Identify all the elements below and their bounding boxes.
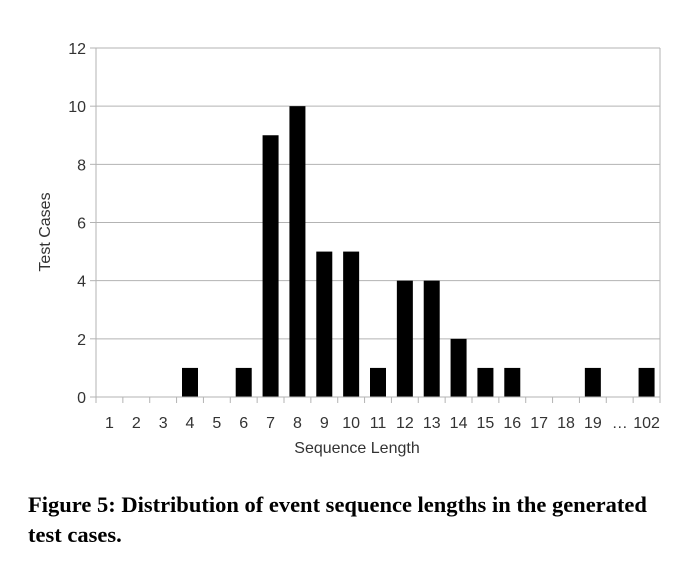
y-tick-label: 8 [77,157,86,174]
axes [95,48,661,403]
bar [396,280,413,397]
x-tick-label: 13 [423,415,441,432]
x-tick-label: 1 [105,415,114,432]
bar [584,367,601,397]
x-tick-label: 17 [530,415,548,432]
bar [504,367,521,397]
x-tick-label: 7 [266,415,275,432]
bar [450,338,467,397]
bars [182,106,655,398]
x-tick-label: 9 [320,415,329,432]
grid-lines [90,47,660,398]
x-tick-label: 14 [450,415,468,432]
y-tick-label: 12 [68,41,86,58]
x-tick-label: 11 [370,415,387,432]
x-tick-label: 102 [633,415,660,432]
bar [182,367,198,397]
x-tick-label: 5 [212,415,221,432]
y-tick-label: 10 [68,99,86,116]
bar [638,367,655,397]
x-tick-label: 8 [293,415,302,432]
y-tick-label: 4 [77,274,86,291]
x-tick-label: 4 [186,415,195,432]
bar [423,280,440,397]
y-tick-label: 0 [77,390,86,407]
x-tick-label: 18 [557,415,575,432]
y-tick-labels: 0 2 4 6 8 10 12 [68,41,86,407]
bar [343,251,360,397]
x-tick-label: 3 [159,415,168,432]
x-tick-label: 10 [342,415,360,432]
x-tick-label: 2 [132,415,141,432]
bar [235,367,252,397]
x-tick-label: 19 [584,415,602,432]
x-tick-label: … [612,415,628,432]
x-tick-labels: 1 2 3 4 5 6 7 8 9 10 11 12 13 14 15 16 17 18 19… 102 [105,415,660,432]
y-axis-title: Test Cases [37,192,54,271]
bar [289,106,306,398]
x-tick-label: 16 [503,415,521,432]
bar [370,367,386,397]
bar [477,367,494,397]
bar [316,251,333,397]
x-tick-label: 12 [396,415,414,432]
x-tick-label: 15 [477,415,495,432]
y-tick-label: 6 [77,216,86,233]
x-axis-title: Sequence Length [294,440,419,457]
figure-caption: Figure 5: Distribution of event sequence… [28,492,647,547]
x-tick-label: 6 [239,415,248,432]
bar [262,135,279,397]
y-tick-label: 2 [77,332,86,349]
